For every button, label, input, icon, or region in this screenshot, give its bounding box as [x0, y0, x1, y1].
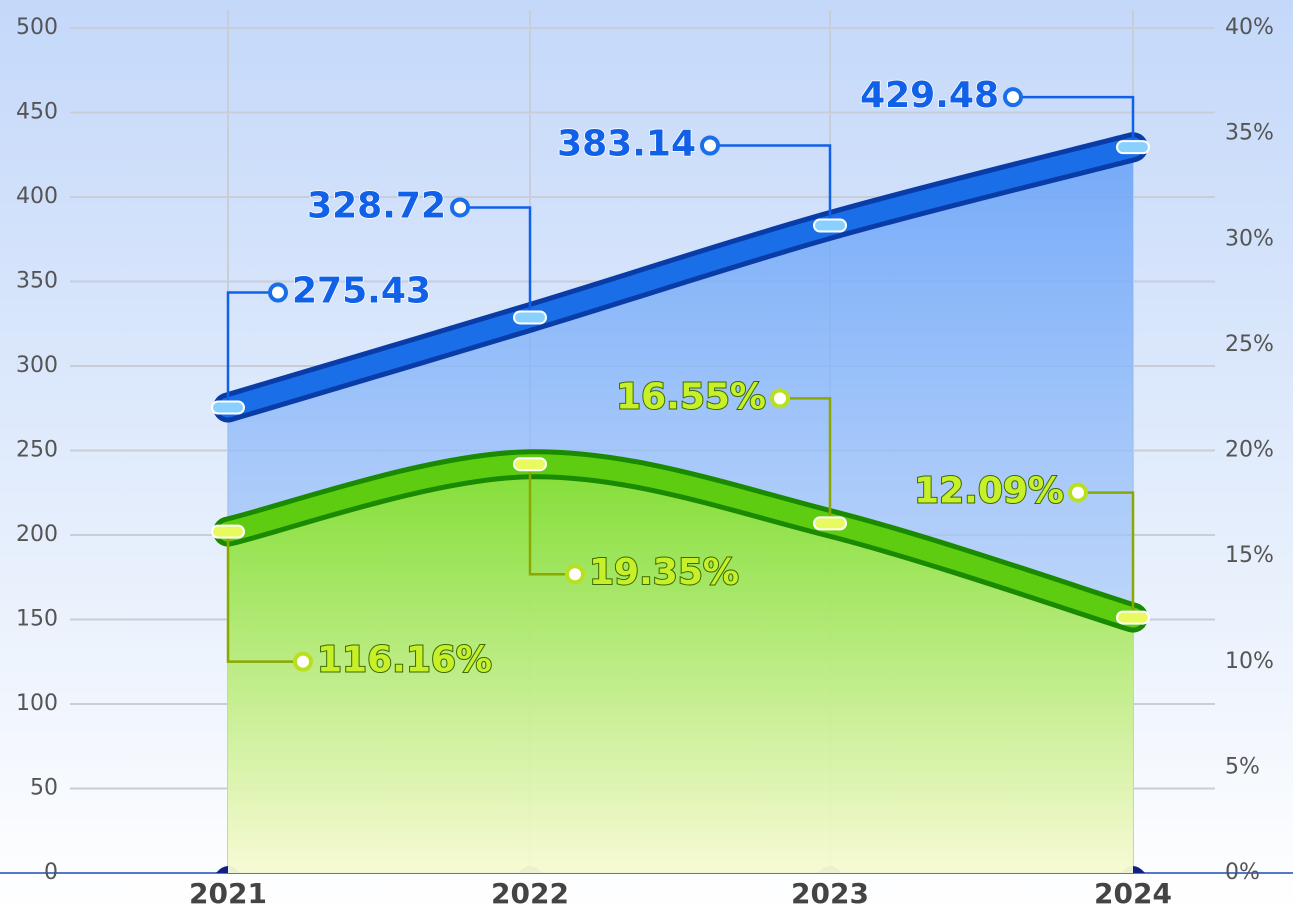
- y2-tick-label: 35%: [1225, 121, 1274, 146]
- y2-tick-label: 20%: [1225, 438, 1274, 463]
- data-label: 16.55%: [616, 376, 766, 417]
- leader-dot: [450, 197, 470, 218]
- y-tick-label: 450: [16, 100, 58, 125]
- x-tick-label: 2021: [189, 877, 267, 910]
- data-label: 328.72: [307, 185, 446, 226]
- x-tick-label: 2023: [791, 877, 869, 910]
- y2-tick-label: 30%: [1225, 226, 1274, 251]
- leader-dot: [700, 135, 720, 156]
- leader-dot: [293, 651, 313, 672]
- point-marker: [211, 524, 245, 539]
- y-tick-label: 150: [16, 607, 58, 632]
- leader-dot: [268, 282, 288, 303]
- y2-tick-label: 40%: [1225, 15, 1274, 40]
- leader: [780, 397, 832, 524]
- point-marker: [513, 310, 547, 325]
- point-marker: [1116, 610, 1150, 625]
- y2-tick-label: 15%: [1225, 543, 1274, 568]
- area: [228, 464, 1133, 873]
- data-label: 19.35%: [589, 552, 739, 593]
- data-label: 429.48: [860, 75, 999, 116]
- point-marker: [211, 400, 245, 415]
- y-tick-label: 50: [30, 776, 58, 801]
- y-tick-label: 200: [16, 522, 58, 547]
- x-tick-label: 2022: [491, 877, 569, 910]
- x-tick-label: 2024: [1094, 877, 1172, 910]
- point-marker: [513, 457, 547, 472]
- y2-tick-label: 0%: [1225, 860, 1260, 885]
- leader: [460, 206, 532, 318]
- leader: [528, 464, 575, 576]
- data-label: 116.16%: [317, 640, 492, 681]
- y-tick-label: 300: [16, 353, 58, 378]
- y-tick-label: 400: [16, 184, 58, 209]
- leader: [226, 291, 278, 408]
- y-tick-label: 500: [16, 15, 58, 40]
- y-tick-label: 100: [16, 691, 58, 716]
- point-marker: [1116, 140, 1150, 155]
- leader: [1078, 491, 1135, 618]
- leader: [710, 144, 832, 226]
- leader: [226, 531, 303, 663]
- y2-tick-label: 5%: [1225, 754, 1260, 779]
- data-label: 12.09%: [914, 471, 1064, 512]
- leader-dot: [1003, 87, 1023, 108]
- point-marker: [813, 516, 847, 531]
- y-tick-label: 250: [16, 438, 58, 463]
- line: [218, 137, 1143, 418]
- y2-tick-label: 25%: [1225, 332, 1274, 357]
- data-label: 383.14: [557, 123, 696, 164]
- point-marker: [813, 218, 847, 233]
- leader-dot: [770, 388, 790, 409]
- y2-tick-label: 10%: [1225, 649, 1274, 674]
- leader-dot: [565, 564, 585, 585]
- y-tick-label: 350: [16, 269, 58, 294]
- leader-dot: [1068, 482, 1088, 503]
- data-label: 275.43: [292, 271, 431, 312]
- leader: [1013, 95, 1135, 148]
- y-tick-label: 0: [44, 860, 58, 885]
- line: [218, 454, 1143, 628]
